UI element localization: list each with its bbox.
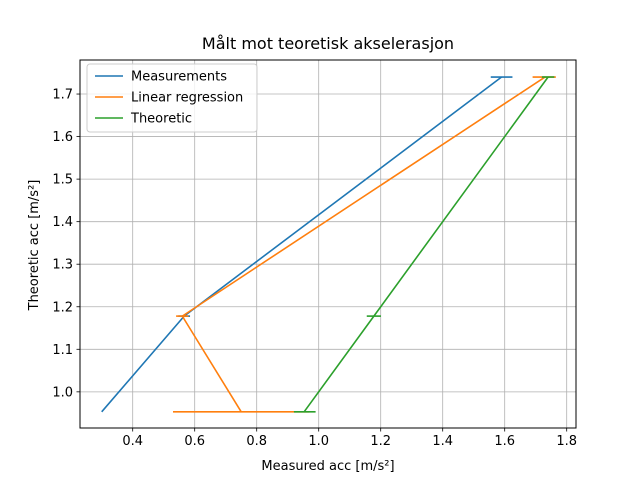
x-tick-label: 0.8 (246, 434, 267, 449)
x-tick-label: 0.6 (184, 434, 205, 449)
y-tick-label: 1.2 (52, 300, 73, 315)
y-axis-label: Theoretic acc [m/s²] (27, 180, 42, 312)
legend: Measurements Linear regression Theoretic (86, 63, 258, 133)
y-tick-label: 1.1 (52, 343, 73, 358)
plot-frame (79, 59, 577, 429)
series-3 (293, 76, 555, 413)
ticks: 0.4 0.6 0.8 1.0 1.2 1.4 1.6 1.8 1.0 1.1 1.2 1.3 1.4 1… (52, 88, 577, 449)
x-tick-label: 1.2 (370, 434, 391, 449)
x-tick-label: 1.0 (308, 434, 329, 449)
x-tick-label: 1.8 (556, 434, 577, 449)
x-tick-label: 1.6 (494, 434, 515, 449)
series-2 (173, 76, 556, 413)
legend-entry: Theoretic (130, 112, 192, 127)
series-layer (101, 76, 556, 413)
legend-entry: Linear regression (131, 91, 243, 106)
x-tick-label: 1.4 (432, 434, 453, 449)
y-tick-label: 1.6 (52, 130, 73, 145)
x-tick-label: 0.4 (122, 434, 143, 449)
y-tick-label: 1.7 (52, 88, 73, 103)
y-tick-label: 1.5 (52, 173, 73, 188)
legend-entry: Measurements (131, 70, 227, 85)
y-tick-label: 1.0 (52, 385, 73, 400)
chart-title: Målt mot teoretisk akselerasjon (202, 34, 454, 53)
y-tick-label: 1.4 (52, 215, 73, 230)
y-tick-label: 1.3 (52, 258, 73, 273)
x-axis-label: Measured acc [m/s²] (261, 459, 394, 474)
legend-box (86, 63, 258, 133)
